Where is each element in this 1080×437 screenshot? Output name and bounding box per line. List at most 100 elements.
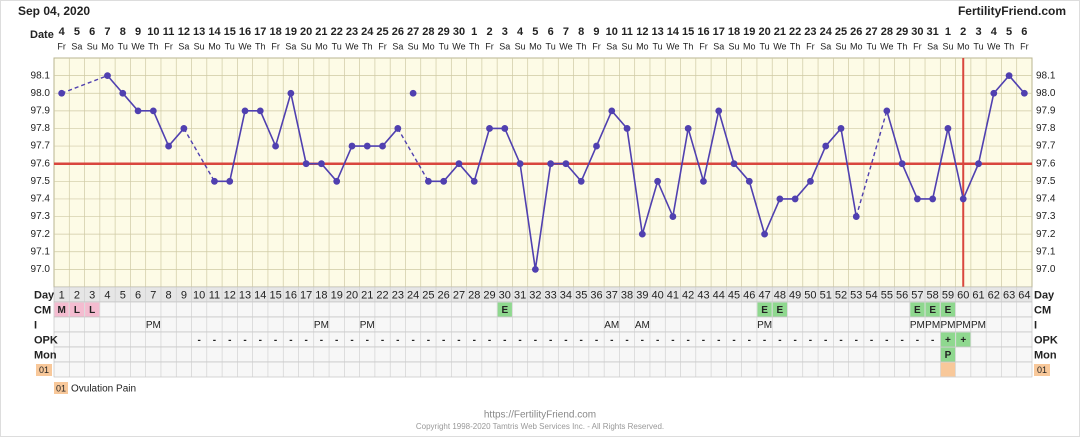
day-number: 13	[239, 289, 251, 301]
day-number: 8	[166, 289, 172, 301]
weekday-label: Fr	[1020, 41, 1029, 51]
legend-code: 01	[56, 383, 66, 393]
date-label: 8	[120, 26, 126, 38]
opk-entry: -	[824, 335, 827, 346]
date-label: 29	[896, 26, 908, 38]
date-label: 24	[820, 26, 833, 38]
cm-entry: L	[74, 305, 80, 316]
temperature-point	[730, 160, 738, 168]
cm-entry: E	[501, 305, 508, 316]
y-tick-label-right: 97.2	[1036, 229, 1056, 240]
cm-cell	[69, 302, 85, 317]
opk-entry: -	[900, 335, 903, 346]
temperature-point	[975, 160, 982, 168]
weekday-label: Th	[790, 41, 801, 51]
row-label-right: OPK	[1034, 334, 1058, 346]
y-tick-label-right: 97.4	[1036, 194, 1056, 205]
cm-entry: E	[777, 305, 784, 316]
day-number: 48	[774, 289, 786, 301]
y-tick-label-right: 98.0	[1036, 88, 1056, 99]
y-tick-label: 97.8	[31, 123, 51, 134]
temperature-gap-line	[183, 128, 216, 182]
temperature-point	[700, 177, 707, 185]
date-label: 25	[376, 26, 388, 38]
weekday-label: Tu	[546, 41, 556, 51]
day-number: 42	[682, 289, 694, 301]
temperature-point	[119, 89, 127, 97]
day-number: 45	[728, 289, 740, 301]
date-label: 14	[208, 26, 221, 38]
date-label: 6	[89, 26, 95, 38]
temperature-point	[684, 125, 692, 132]
opk-entry: -	[732, 335, 735, 346]
temperature-point	[226, 177, 234, 185]
cm-cell	[757, 302, 772, 317]
i-entry: PM	[314, 320, 329, 331]
temperature-point	[302, 160, 310, 168]
day-number: 9	[181, 289, 187, 301]
day-number: 38	[621, 289, 633, 301]
day-number: 27	[453, 289, 465, 301]
day-number: 50	[804, 289, 816, 301]
weekday-label: Mo	[636, 41, 649, 51]
date-label: 26	[850, 26, 862, 38]
opk-entry: -	[228, 335, 231, 346]
temperature-point	[623, 125, 631, 132]
weekday-label: Sa	[499, 41, 510, 51]
weekday-label: Su	[835, 41, 846, 51]
temperature-point	[577, 177, 585, 185]
weekday-label: Fr	[485, 41, 494, 51]
temperature-point	[501, 125, 509, 132]
date-label: 17	[713, 26, 725, 38]
opk-entry: -	[198, 335, 201, 346]
weekday-label: Sa	[285, 41, 296, 51]
day-number: 14	[254, 289, 266, 301]
weekday-label: Tu	[439, 41, 449, 51]
weekday-label: We	[345, 41, 358, 51]
date-label: 3	[975, 26, 981, 38]
date-label: 19	[285, 26, 297, 38]
temperature-point	[470, 177, 478, 185]
weekday-label: Mo	[957, 41, 970, 51]
weekday-label: Tu	[973, 41, 983, 51]
day-number: 26	[438, 289, 450, 301]
date-label: 13	[651, 26, 663, 38]
opk-entry: -	[778, 335, 781, 346]
date-label: 15	[224, 26, 236, 38]
weekday-label: Mo	[101, 41, 114, 51]
date-label: 4	[59, 26, 66, 38]
opk-entry: -	[885, 335, 888, 346]
date-label: 5	[74, 26, 80, 38]
cm-cell	[940, 302, 956, 317]
temperature-point	[822, 142, 830, 150]
day-number: 49	[789, 289, 801, 301]
opk-entry: -	[503, 335, 506, 346]
date-label: 13	[193, 26, 205, 38]
weekday-label: Su	[515, 41, 526, 51]
temperature-point	[608, 107, 616, 115]
day-number: 18	[315, 289, 327, 301]
temperature-point	[654, 177, 662, 185]
weekday-label: Su	[622, 41, 633, 51]
date-label: 11	[621, 26, 633, 38]
day-number: 29	[483, 289, 495, 301]
day-number: 1	[59, 289, 65, 301]
opk-entry: -	[916, 335, 919, 346]
opk-entry: -	[839, 335, 842, 346]
temperature-point	[807, 177, 814, 185]
opk-cell	[956, 332, 971, 347]
day-number: 36	[590, 289, 602, 301]
day-number: 6	[135, 289, 141, 301]
cm-entry: E	[945, 305, 952, 316]
weekday-label: Fr	[913, 41, 922, 51]
day-number: 3	[89, 289, 95, 301]
i-entry: AM	[635, 320, 650, 331]
i-entry: PM	[146, 320, 161, 331]
note-label-box	[36, 364, 52, 376]
day-number: 11	[209, 289, 220, 301]
opk-entry: +	[945, 335, 951, 346]
weekday-label: Su	[942, 41, 953, 51]
temperature-point	[852, 213, 860, 220]
date-label: 11	[163, 26, 175, 38]
opk-entry: -	[411, 335, 414, 346]
